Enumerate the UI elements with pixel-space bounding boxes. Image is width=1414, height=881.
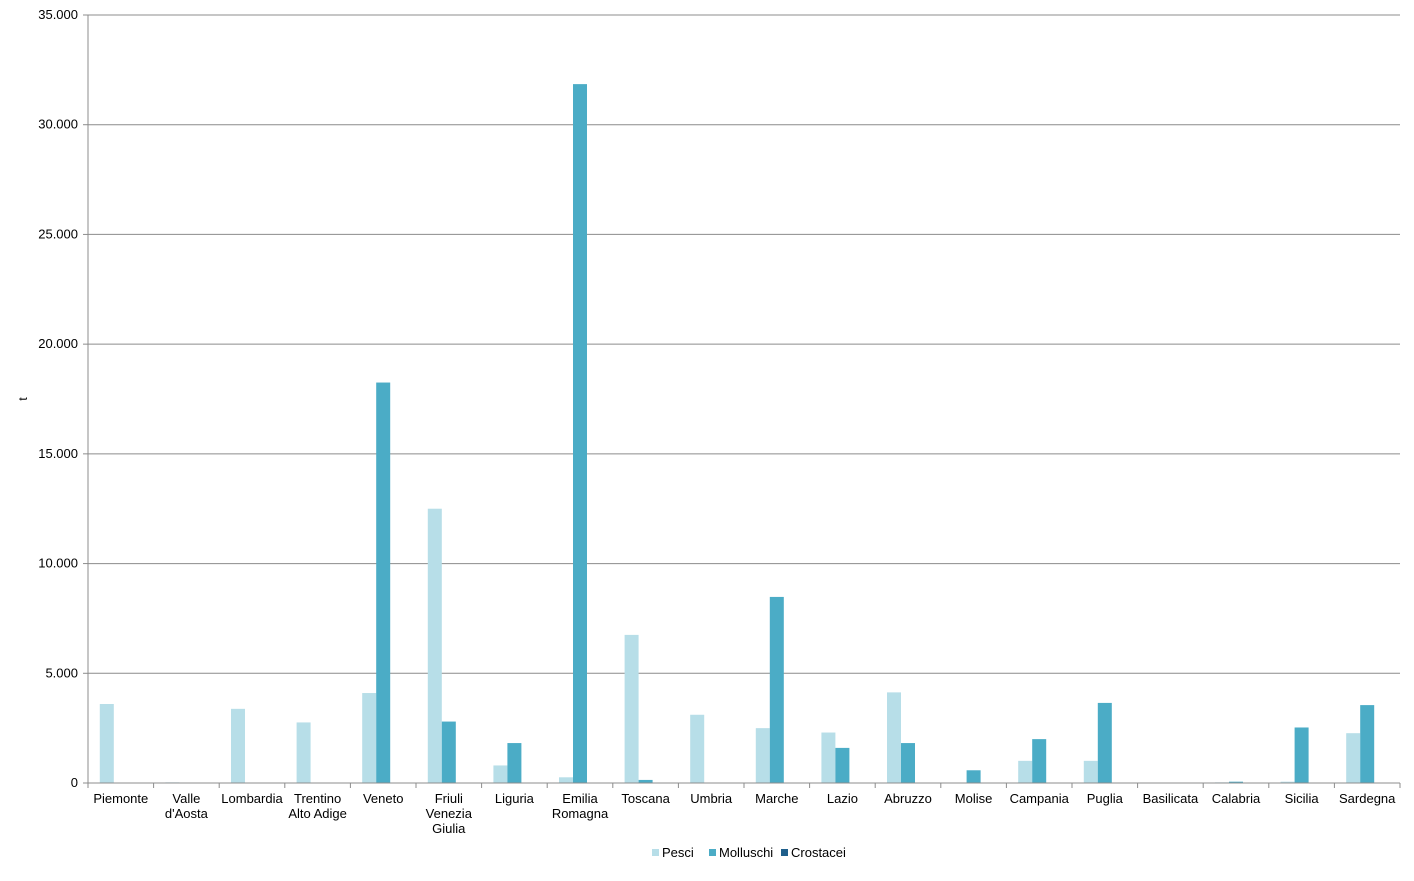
bar-pesci-14 <box>1018 760 1033 783</box>
bar-pesci-0 <box>99 704 114 783</box>
bar-molluschi-12 <box>901 743 915 783</box>
x-tick-label: Umbria <box>690 791 733 806</box>
axis-labels: 0 5.000 10.000 15.000 20.000 25.000 30.000 35.0… <box>16 7 1396 836</box>
x-tick-label: Toscana <box>621 791 670 806</box>
grid-lines <box>88 14 1400 674</box>
bar-molluschi-4 <box>376 382 391 783</box>
x-tick-label: Lazio <box>827 791 858 806</box>
x-tick-label: Puglia <box>1087 791 1124 806</box>
y-tick-label: 5.000 <box>45 665 78 680</box>
x-tick-label: Liguria <box>495 791 535 806</box>
x-tick-label: Piemonte <box>93 791 148 806</box>
y-tick-label: 30.000 <box>38 117 78 132</box>
x-tick-label: Abruzzo <box>884 791 932 806</box>
x-tick-label: Romagna <box>552 806 609 821</box>
bar-molluschi-17 <box>1229 781 1243 783</box>
bar-pesci-12 <box>887 692 901 783</box>
x-tick-label: Valle <box>172 791 200 806</box>
bar-molluschi-13 <box>966 770 981 783</box>
bar-molluschi-15 <box>1097 702 1112 783</box>
bar-molluschi-10 <box>769 596 784 783</box>
bar-pesci-18 <box>1280 781 1295 783</box>
y-tick-label: 0 <box>71 775 78 790</box>
bar-pesci-3 <box>296 722 311 783</box>
legend-item-pesci: Pesci <box>652 845 694 860</box>
bar-pesci-11 <box>821 732 836 783</box>
bar-pesci-10 <box>755 728 770 783</box>
x-tick-label: Giulia <box>432 821 466 836</box>
y-axis-label: t <box>16 397 30 401</box>
x-tick-label: Trentino <box>294 791 341 806</box>
bar-molluschi-18 <box>1294 727 1309 783</box>
bar-molluschi-6 <box>507 743 522 783</box>
x-tick-label: d'Aosta <box>165 806 209 821</box>
y-tick-label: 10.000 <box>38 556 78 571</box>
legend-item-molluschi: Molluschi <box>709 845 773 860</box>
x-tick-label: Lombardia <box>221 791 283 806</box>
bar-molluschi-5 <box>441 721 456 783</box>
legend-item-crostacei: Crostacei <box>781 845 846 860</box>
bar-pesci-4 <box>362 693 377 783</box>
x-tick-label: Emilia <box>562 791 598 806</box>
x-tick-label: Veneto <box>363 791 404 806</box>
bar-pesci-6 <box>493 765 508 783</box>
bar-molluschi-7 <box>573 84 587 784</box>
bar-pesci-15 <box>1083 760 1098 783</box>
bar-pesci-9 <box>690 714 705 783</box>
legend-label: Pesci <box>662 845 694 860</box>
bar-molluschi-11 <box>835 747 850 783</box>
x-tick-label: Alto Adige <box>288 806 347 821</box>
bar-pesci-5 <box>427 508 442 783</box>
y-tick-label: 20.000 <box>38 336 78 351</box>
x-tick-label: Basilicata <box>1143 791 1199 806</box>
legend-swatch <box>652 849 659 856</box>
legend: Pesci Molluschi Crostacei <box>652 845 846 860</box>
bar-molluschi-8 <box>638 779 653 783</box>
legend-label: Crostacei <box>791 845 846 860</box>
bar-molluschi-19 <box>1360 705 1375 783</box>
bar-pesci-7 <box>559 777 573 783</box>
y-tick-label: 25.000 <box>38 226 78 241</box>
x-tick-label: Molise <box>955 791 993 806</box>
x-tick-label: Friuli <box>435 791 463 806</box>
legend-swatch <box>781 849 788 856</box>
bar-molluschi-14 <box>1032 739 1047 783</box>
y-tick-label: 35.000 <box>38 7 78 22</box>
x-tick-label: Venezia <box>426 806 473 821</box>
legend-swatch <box>709 849 716 856</box>
x-tick-label: Marche <box>755 791 798 806</box>
x-tick-label: Sicilia <box>1285 791 1320 806</box>
bar-pesci-2 <box>231 708 245 783</box>
bar-pesci-8 <box>624 634 639 783</box>
y-tick-label: 15.000 <box>38 446 78 461</box>
legend-label: Molluschi <box>719 845 773 860</box>
x-tick-label: Sardegna <box>1339 791 1396 806</box>
x-tick-label: Campania <box>1010 791 1070 806</box>
x-tick-label: Calabria <box>1212 791 1261 806</box>
axes <box>83 14 1401 788</box>
bar-pesci-19 <box>1346 733 1361 783</box>
bars <box>99 84 1375 784</box>
